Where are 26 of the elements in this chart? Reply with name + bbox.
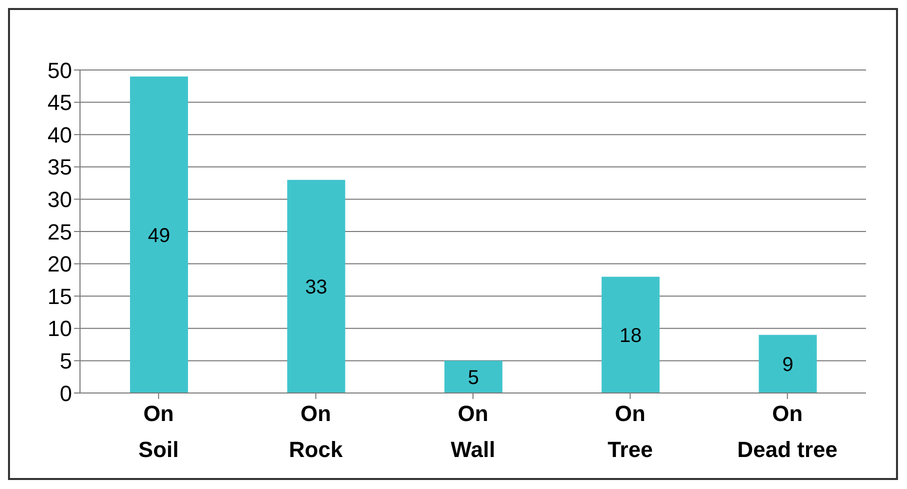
y-tick-label: 0 xyxy=(60,380,72,406)
bar xyxy=(130,76,188,393)
x-tick-label: On Soil xyxy=(138,401,179,462)
x-tick-label: On Wall xyxy=(450,401,496,462)
y-tick-label: 20 xyxy=(48,252,72,277)
data-label: 5 xyxy=(468,366,479,389)
x-tick-label: On Tree xyxy=(608,401,653,462)
data-label: 18 xyxy=(619,324,642,347)
data-label: 49 xyxy=(148,224,170,247)
y-tick-label: 40 xyxy=(48,122,72,148)
bar xyxy=(444,360,502,393)
y-tick-label: 50 xyxy=(48,58,72,83)
x-tick-label: On Rock xyxy=(288,401,344,462)
data-label: 9 xyxy=(782,354,794,376)
y-tick-label: 35 xyxy=(48,154,72,180)
y-tick-label: 5 xyxy=(60,348,72,374)
bar xyxy=(758,334,817,393)
y-tick-label: 10 xyxy=(48,316,72,342)
x-tick-label: On Dead tree xyxy=(737,401,838,462)
bar xyxy=(287,180,346,393)
y-tick-label: 45 xyxy=(48,90,72,116)
y-tick-label: 25 xyxy=(48,219,72,244)
y-tick-label: 15 xyxy=(48,284,72,309)
data-label: 33 xyxy=(305,276,328,299)
y-tick-label: 30 xyxy=(48,187,72,212)
bar xyxy=(602,276,660,393)
